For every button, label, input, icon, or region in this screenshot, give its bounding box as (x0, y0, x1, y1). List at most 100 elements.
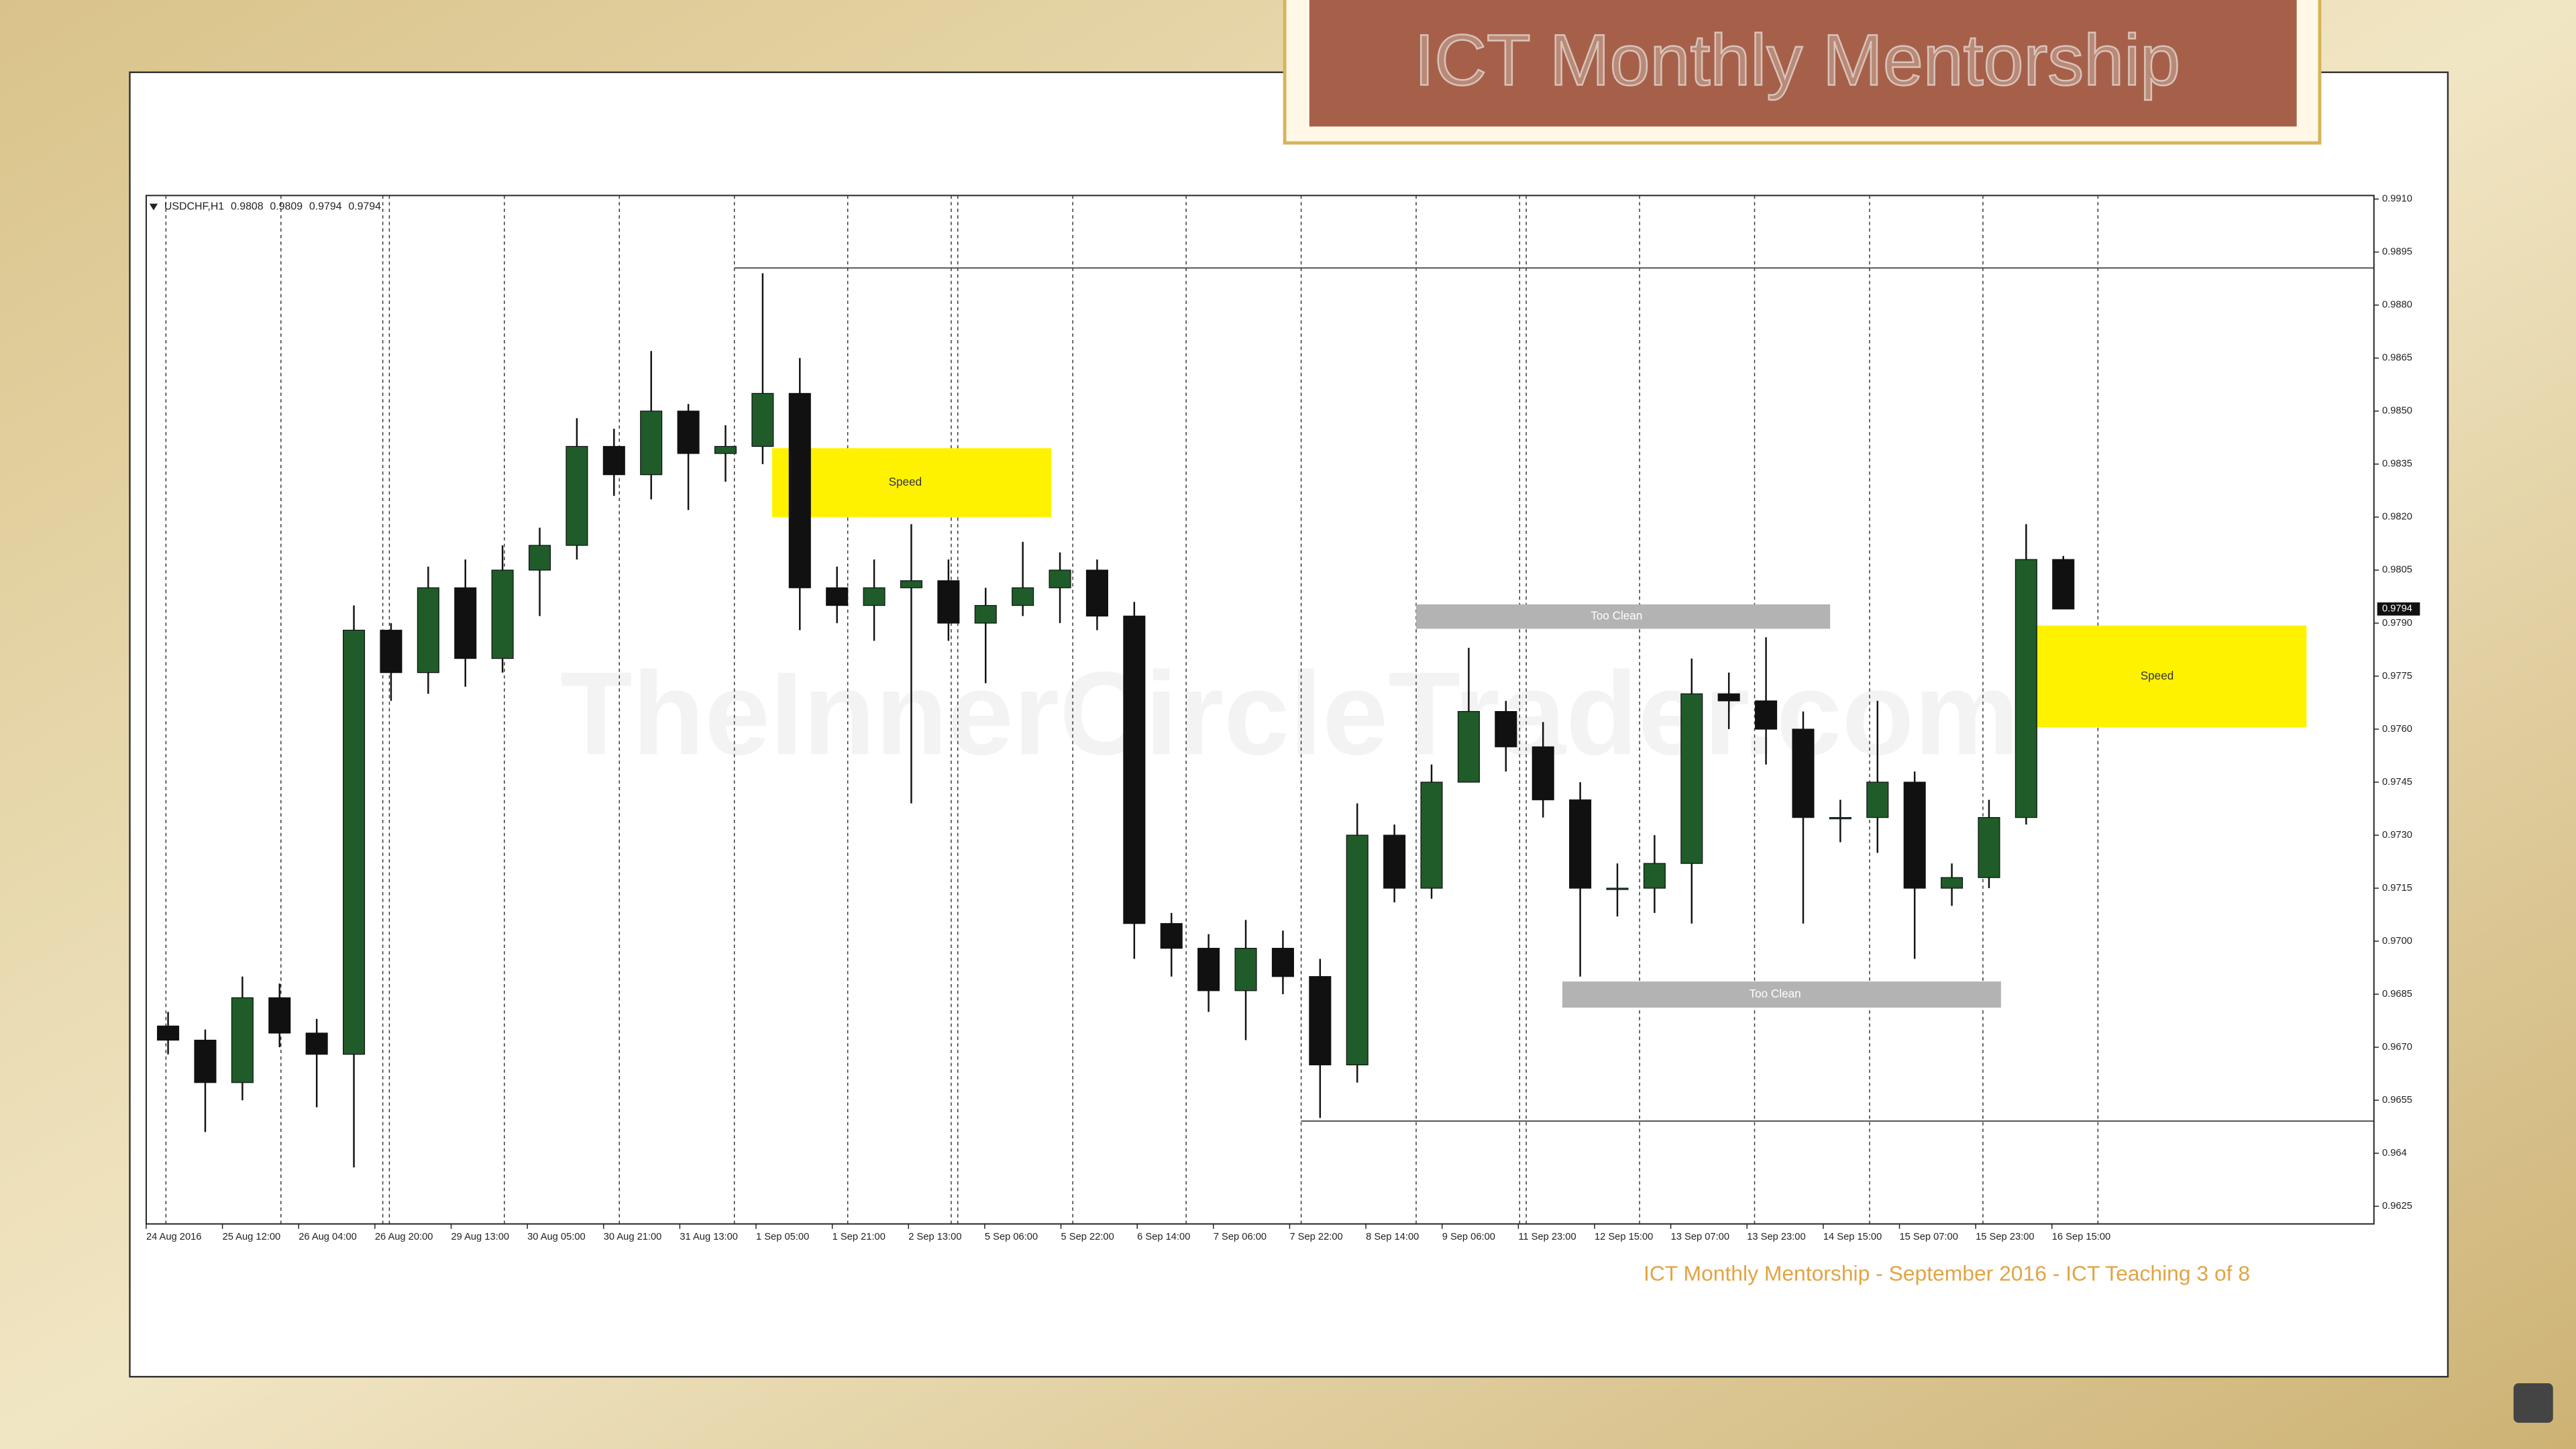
candle-body (788, 392, 811, 588)
y-tick-label: 0.964 (2382, 1148, 2407, 1159)
candle-body (1271, 947, 1294, 977)
candle-body (1457, 710, 1480, 783)
title: ICT Monthly Mentorship (1414, 19, 2180, 100)
candle-body (1234, 947, 1257, 991)
corner-icon (2513, 1383, 2553, 1423)
candle-body (528, 545, 551, 571)
x-tick-label: 12 Sep 15:00 (1595, 1232, 1653, 1242)
x-tick-label: 1 Sep 21:00 (833, 1232, 885, 1242)
x-tick-label: 15 Sep 23:00 (1976, 1232, 2034, 1242)
candle-body (1383, 835, 1406, 889)
candle-body (826, 587, 849, 606)
candle-body (1012, 587, 1034, 606)
candle-body (268, 997, 291, 1034)
title-banner (1309, 0, 2297, 127)
candle-body (2015, 559, 2037, 818)
candle-body (974, 604, 997, 624)
candle-body (1643, 863, 1666, 889)
candle-body (1941, 877, 1964, 889)
candle-body (2052, 559, 2075, 610)
y-tick-label: 0.9865 (2382, 353, 2412, 364)
candle-body (640, 411, 663, 476)
zone-label: Too Clean (1591, 609, 1642, 623)
y-tick-label: 0.9880 (2382, 300, 2412, 311)
header-field: USDCHF,H1 (164, 201, 224, 213)
zone (1562, 981, 2001, 1008)
symbol-arrow (149, 203, 158, 211)
y-tick-label: 0.9730 (2382, 830, 2412, 841)
y-tick-label: 0.9745 (2382, 777, 2412, 788)
candle-body (380, 629, 402, 674)
candle-body (1309, 976, 1332, 1066)
candle-body (1160, 923, 1183, 949)
y-tick-label: 0.9775 (2382, 671, 2412, 682)
y-tick-label: 0.9670 (2382, 1042, 2412, 1053)
x-tick-label: 30 Aug 21:00 (604, 1232, 662, 1242)
x-tick-label: 26 Aug 04:00 (299, 1232, 357, 1242)
x-tick-label: 31 Aug 13:00 (680, 1232, 738, 1242)
header-field: 0.9808 (231, 201, 264, 213)
candle-body (1495, 710, 1517, 747)
x-tick-label: 7 Sep 06:00 (1214, 1232, 1267, 1242)
candle-body (1123, 615, 1146, 924)
period-separators (165, 195, 2099, 1224)
zone-label: Too Clean (1750, 987, 1801, 1000)
candle-body (157, 1025, 180, 1041)
x-tick-label: 13 Sep 07:00 (1671, 1232, 1729, 1242)
x-tick-label: 15 Sep 07:00 (1900, 1232, 1958, 1242)
candle-body (1569, 799, 1592, 889)
x-tick-label: 9 Sep 06:00 (1442, 1232, 1495, 1242)
y-tick-label: 0.9910 (2382, 194, 2412, 205)
candle-body (1829, 817, 1851, 820)
candle-body (1532, 746, 1554, 800)
zone (772, 448, 1052, 517)
candle-body (231, 997, 254, 1083)
candle-body (751, 392, 774, 447)
price-marker (2377, 602, 2420, 616)
candle-body (1866, 782, 1889, 818)
chart-header: USDCHF,H1 0.9808 0.9809 0.9794 0.9794 (164, 201, 381, 213)
candle-body (343, 629, 366, 1055)
zone (2021, 625, 2307, 728)
candle-body (566, 445, 588, 546)
y-tick-label: 0.9790 (2382, 618, 2412, 629)
candle-body (1085, 570, 1108, 616)
x-tick-label: 2 Sep 13:00 (908, 1232, 961, 1242)
y-tick-label: 0.9700 (2382, 936, 2412, 947)
y-tick-label: 0.9850 (2382, 406, 2412, 417)
x-tick-label: 6 Sep 14:00 (1137, 1232, 1190, 1242)
candle-body (491, 570, 514, 659)
candle-body (1420, 782, 1443, 889)
x-tick-label: 25 Aug 12:00 (223, 1232, 281, 1242)
y-tick-label: 0.9715 (2382, 883, 2412, 894)
candle-body (602, 445, 625, 476)
x-tick-label: 26 Aug 20:00 (375, 1232, 433, 1242)
candle-body (1049, 570, 1071, 588)
x-tick-label: 24 Aug 2016 (146, 1232, 201, 1242)
candle-body (1978, 817, 2000, 878)
y-tick-label: 0.9655 (2382, 1095, 2412, 1106)
x-tick-label: 11 Sep 23:00 (1518, 1232, 1576, 1242)
candle-body (305, 1032, 328, 1055)
candle-body (1792, 729, 1815, 818)
candle-body (677, 411, 700, 454)
candle-body (1717, 693, 1740, 702)
x-tick-label: 14 Sep 15:00 (1823, 1232, 1882, 1242)
x-tick-label: 5 Sep 22:00 (1061, 1232, 1114, 1242)
y-tick-label: 0.9805 (2382, 565, 2412, 576)
candle-body (1197, 947, 1220, 991)
candle-body (1680, 693, 1703, 864)
y-tick-label: 0.9625 (2382, 1201, 2412, 1212)
y-tick-label: 0.9685 (2382, 989, 2412, 1000)
candle-body (900, 580, 923, 588)
y-tick-label: 0.9760 (2382, 724, 2412, 735)
candle-body (417, 587, 439, 674)
zone-label: Speed (889, 475, 922, 488)
x-tick-label: 5 Sep 06:00 (985, 1232, 1038, 1242)
zone-label: Speed (2141, 669, 2174, 682)
y-tick-label: 0.9835 (2382, 459, 2412, 470)
x-tick-label: 1 Sep 05:00 (756, 1232, 809, 1242)
price-marker-label: 0.9794 (2382, 604, 2412, 614)
